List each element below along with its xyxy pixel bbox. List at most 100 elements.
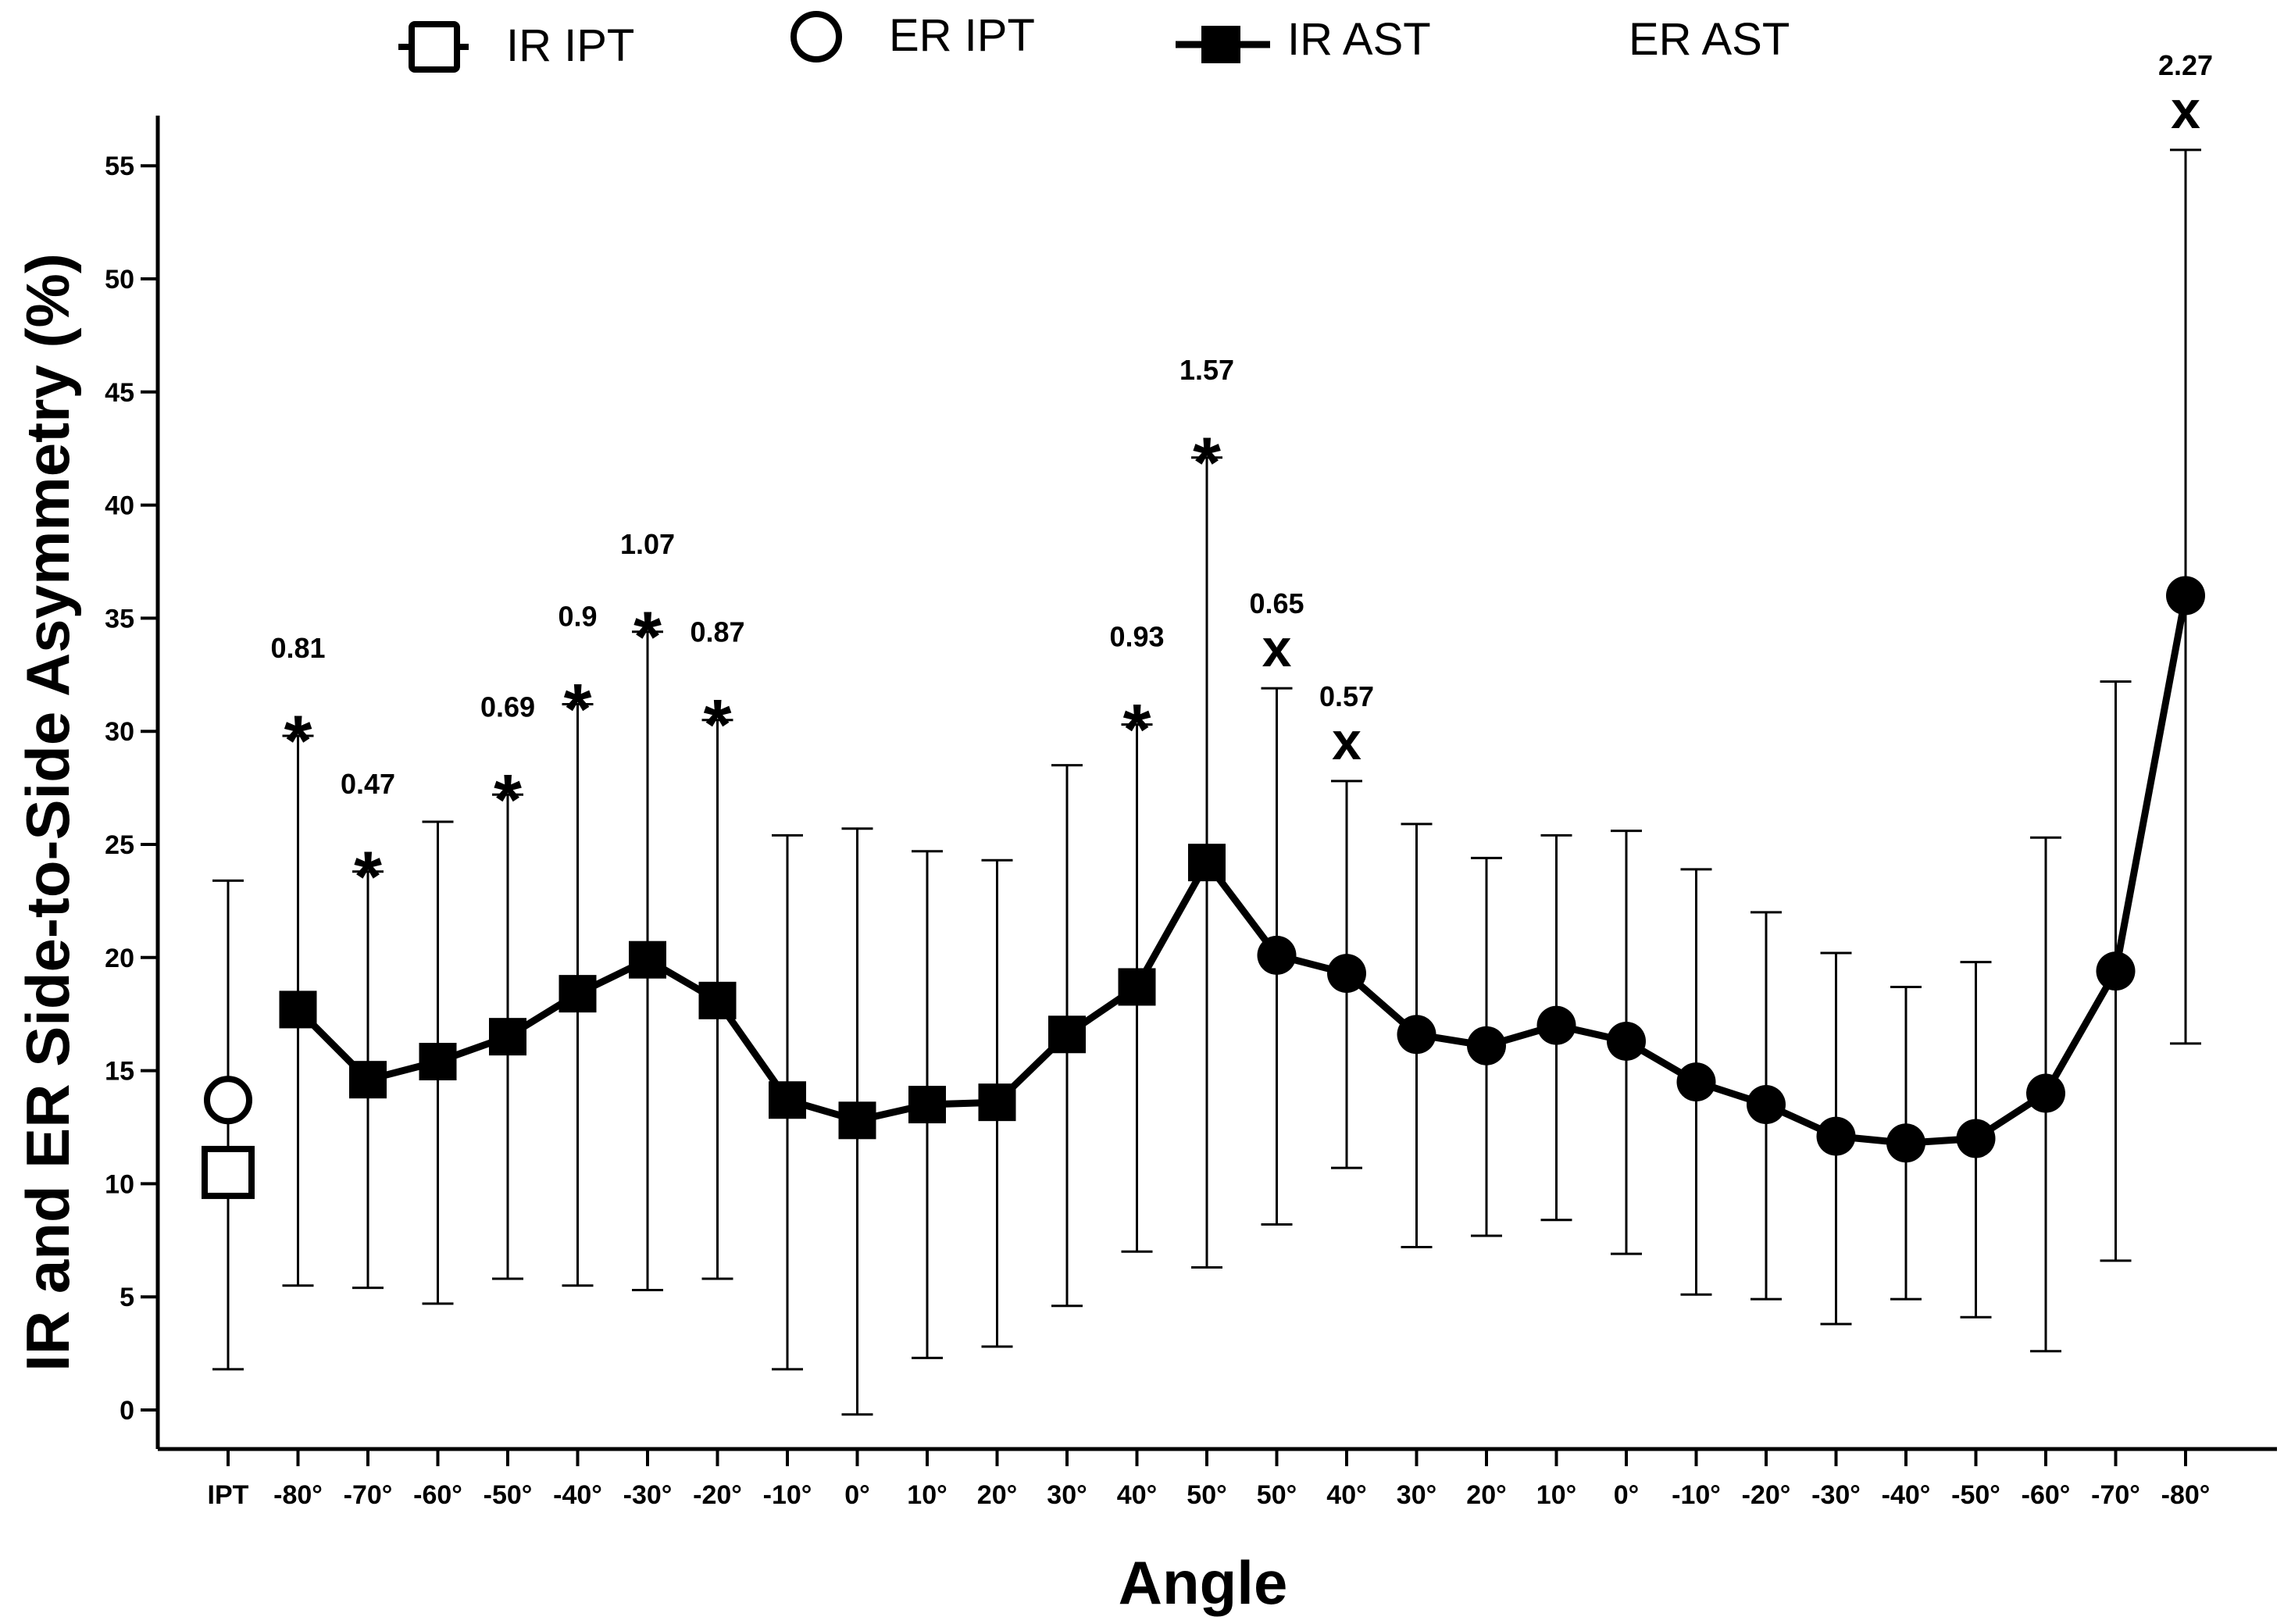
legend-ir-ast-symbol [1201,26,1240,63]
significance-star: * [1193,423,1221,503]
point-er-ast [1886,1123,1925,1163]
point-ir-ast [559,975,597,1013]
point-er-ast [2166,576,2205,616]
point-er-ast [1676,1062,1716,1102]
y-tick-label: 30 [105,717,134,747]
point-er-ast [1257,935,1297,975]
effect-size-label: 0.65 [1249,587,1304,619]
x-tick-label: -40° [1882,1480,1931,1510]
x-tick-label: -30° [1811,1480,1861,1510]
effect-size-label: 2.27 [2158,49,2213,81]
point-ir-ast [1188,844,1226,882]
x-tick-label: -20° [693,1480,742,1510]
legend: IR IPT ER IPT IR AST ER AST [398,10,1790,73]
legend-er-ipt-symbol [790,11,842,62]
y-tick-label: 55 [105,152,134,181]
x-tick-label: 20° [977,1480,1017,1510]
significance-x: x [2171,80,2200,140]
x-tick-label: -10° [763,1480,812,1510]
point-ir-ast [1118,968,1156,1006]
significance-annotations: * 0.81 * 0.47 * 0.69 * 0.9 * 1.07 * 0.87 * 0.93 * 1.57 x… [270,49,2213,917]
point-er-ast [1956,1119,1996,1158]
legend-er-ast-label: ER AST [1629,14,1790,65]
effect-size-label: 0.93 [1109,621,1164,653]
y-tick-label: 25 [105,830,134,860]
point-er-ast [1397,1015,1436,1055]
y-tick-label: 45 [105,378,134,408]
point-er-ast [1747,1085,1786,1125]
y-tick-label: 5 [120,1283,134,1312]
effect-size-label: 0.87 [690,616,744,648]
axes: 0 5 10 15 20 25 30 35 40 45 50 55 IPT -80° -70° -60° -50… [105,116,2277,1510]
significance-x: x [1332,712,1361,771]
x-tick-label: -30° [623,1480,673,1510]
point-er-ast [1327,954,1366,994]
x-tick-label: 50° [1187,1480,1226,1510]
y-tick-label: 0 [120,1396,134,1426]
x-tick-label: -40° [553,1480,602,1510]
point-ir-ast [419,1043,457,1081]
x-tick-label: 40° [1117,1480,1157,1510]
legend-er-ipt-label: ER IPT [889,10,1035,61]
effect-size-label: 1.57 [1179,354,1234,386]
y-tick-label: 10 [105,1169,134,1199]
point-er-ast [1536,1005,1576,1045]
x-tick-label: 0° [1614,1480,1640,1510]
significance-star: * [284,701,312,781]
significance-star: * [704,686,732,766]
point-ir-ast [629,940,666,979]
point-ir-ipt [202,1145,255,1199]
legend-ir-ipt-symbol [409,21,460,73]
x-tick-label: 10° [907,1480,947,1510]
x-tick-label: IPT [208,1480,249,1510]
y-tick-label: 50 [105,265,134,294]
effect-size-label: 0.57 [1319,680,1374,712]
y-tick-label: 40 [105,491,134,521]
significance-star: * [1123,691,1151,770]
x-tick-label: 50° [1257,1480,1297,1510]
series-line-ast [295,594,2189,1147]
x-tick-label: -60° [413,1480,462,1510]
legend-ir-ipt-label: IR IPT [506,20,634,71]
y-tick-label: 35 [105,604,134,634]
point-ir-ast [489,1018,526,1056]
point-er-ast [1607,1021,1646,1061]
x-axis-title: Angle [1119,1548,1288,1617]
significance-star: * [494,760,522,840]
point-ir-ast [279,990,317,1029]
effect-size-label: 0.47 [341,768,395,800]
x-tick-label: 40° [1326,1480,1366,1510]
point-er-ipt [204,1076,252,1125]
significance-star: * [564,669,592,749]
series-lines [295,594,2189,1147]
x-tick-label: 20° [1466,1480,1506,1510]
point-ir-ast [1048,1015,1086,1054]
point-ir-ast [698,981,737,1019]
effect-size-label: 0.69 [480,691,535,723]
point-ir-ast [908,1086,946,1124]
y-tick-label: 20 [105,944,134,973]
significance-star: * [633,598,662,677]
x-tick-label: -50° [1951,1480,2000,1510]
x-tick-label: 30° [1047,1480,1087,1510]
data-points [202,576,2205,1199]
point-er-ast [1467,1026,1506,1065]
effect-size-label: 0.9 [558,600,597,632]
effect-size-label: 0.81 [270,632,325,664]
point-er-ast [2096,951,2136,991]
x-tick-label: -20° [1742,1480,1791,1510]
x-tick-label: -80° [273,1480,323,1510]
y-axis-title: IR and ER Side-to-Side Asymmetry (%) [13,253,82,1372]
x-tick-label: -80° [2161,1480,2211,1510]
x-tick-label: -70° [344,1480,393,1510]
x-tick-label: -60° [2022,1480,2071,1510]
x-tick-label: -50° [484,1480,533,1510]
x-tick-label: -70° [2091,1480,2140,1510]
significance-x: x [1262,619,1292,678]
x-tick-label: 0° [844,1480,870,1510]
effect-size-label: 1.07 [620,528,675,560]
point-er-ast [2026,1073,2065,1113]
y-tick-label: 15 [105,1057,134,1087]
x-tick-label: 10° [1536,1480,1576,1510]
